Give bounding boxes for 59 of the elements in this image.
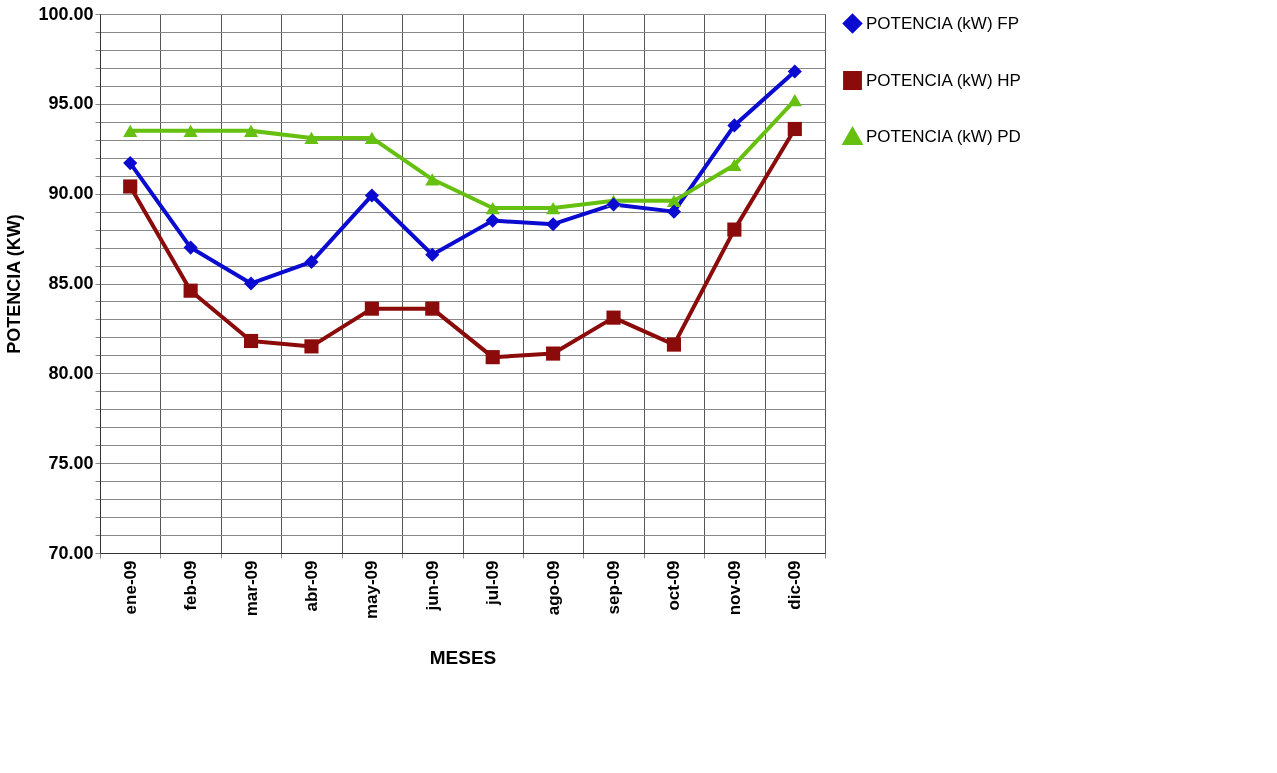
- point: [123, 179, 138, 194]
- point: [666, 337, 682, 352]
- point: [787, 121, 802, 137]
- x-tick-label: mar-09: [241, 560, 261, 617]
- point: [183, 283, 198, 298]
- x-tick-label: may-09: [362, 560, 382, 620]
- legend-label: POTENCIA (kW) PD: [866, 126, 1021, 146]
- x-tick-label: ago-09: [543, 560, 563, 616]
- x-tick-label: dic-09: [785, 560, 805, 610]
- point: [546, 217, 561, 232]
- x-tick-label: sep-09: [604, 560, 624, 615]
- point: [243, 333, 259, 349]
- point: [727, 118, 742, 133]
- legend-label: POTENCIA (kW) HP: [866, 70, 1021, 90]
- point: [123, 124, 138, 137]
- y-tick-label: 70.00: [48, 542, 94, 563]
- x-tick-label: feb-09: [181, 560, 201, 611]
- point: [606, 310, 621, 325]
- y-tick-label: 95.00: [48, 93, 94, 114]
- point: [304, 131, 319, 145]
- point: [304, 254, 319, 270]
- x-tick-label: oct-09: [664, 560, 684, 611]
- point: [485, 350, 500, 365]
- legend-label: POTENCIA (kW) FP: [866, 13, 1019, 33]
- point: [183, 124, 198, 137]
- point: [364, 301, 379, 316]
- point: [666, 204, 682, 219]
- x-tick-label: nov-09: [724, 560, 744, 616]
- point: [666, 194, 682, 207]
- point: [727, 222, 742, 237]
- point: [727, 158, 742, 172]
- y-tick-label: 100.00: [38, 3, 94, 24]
- point: [485, 213, 500, 228]
- point: [425, 247, 440, 262]
- x-tick-label: jun-09: [422, 560, 442, 612]
- point: [243, 276, 259, 291]
- point: [183, 240, 198, 255]
- point: [546, 201, 561, 215]
- point: [485, 201, 500, 215]
- y-tick-label: 90.00: [48, 183, 94, 204]
- y-axis-title: POTENCIA (KW): [4, 214, 25, 354]
- x-tick-label: ene-09: [120, 560, 140, 615]
- x-tick-label: jul-09: [483, 560, 503, 606]
- y-tick-label: 85.00: [48, 273, 94, 293]
- point: [364, 131, 379, 145]
- point: [123, 156, 138, 171]
- point: [546, 346, 561, 361]
- point: [425, 301, 440, 316]
- x-axis-title: MESES: [429, 647, 497, 669]
- point: [304, 339, 319, 354]
- point: [606, 197, 621, 212]
- point: [425, 173, 440, 186]
- point: [787, 64, 802, 79]
- y-tick-label: 75.00: [48, 452, 94, 473]
- point: [243, 124, 259, 137]
- point: [364, 188, 379, 203]
- point: [787, 94, 802, 107]
- x-tick-label: abr-09: [301, 560, 321, 612]
- y-tick-label: 80.00: [48, 362, 94, 383]
